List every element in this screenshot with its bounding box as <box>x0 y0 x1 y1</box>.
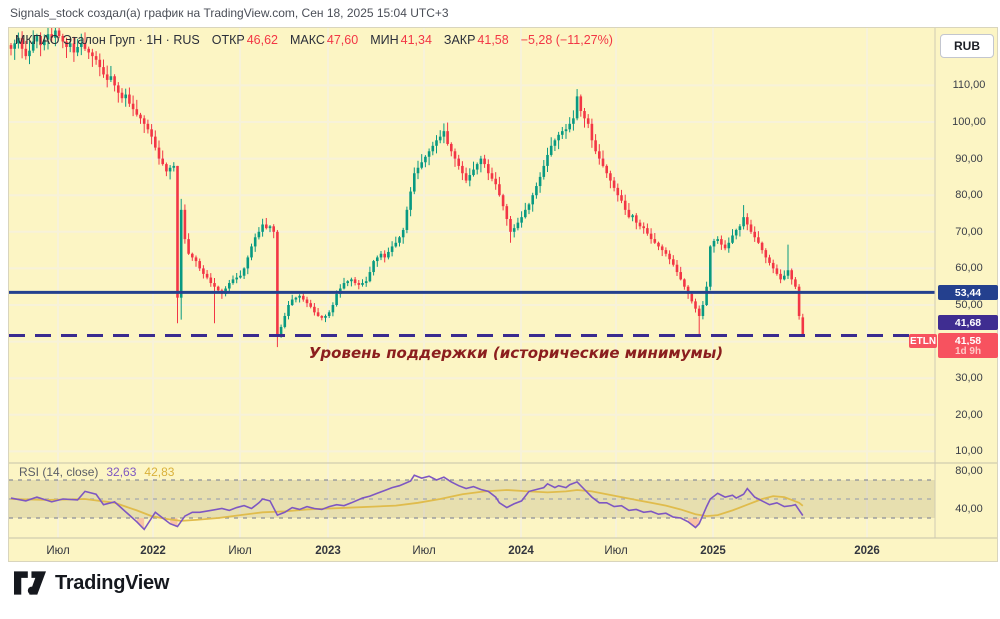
symbol-legend[interactable]: МКПАО Эталон Груп · 1Н · RUS ОТКР 46,62 М… <box>15 33 613 47</box>
candlestick-series[interactable] <box>9 28 805 348</box>
chart-area[interactable]: МКПАО Эталон Груп · 1Н · RUS ОТКР 46,62 М… <box>8 27 998 562</box>
rsi-indicator-legend[interactable]: RSI (14, close) 32,63 42,83 <box>19 465 174 479</box>
price-axis-label: 70,00 <box>955 225 983 238</box>
change-value: −5,28 (−11,27%) <box>520 33 613 47</box>
time-axis-label: 2025 <box>700 545 726 557</box>
price-axis-label: 30,00 <box>955 372 983 385</box>
rsi-title: RSI (14, close) <box>19 465 99 479</box>
price-axis-label: 10,00 <box>955 445 983 458</box>
time-axis-label: 2023 <box>315 545 341 557</box>
symbol-title: МКПАО Эталон Груп · 1Н · RUS <box>15 33 200 47</box>
price-axis-label: 90,00 <box>955 152 983 165</box>
currency-toggle-button[interactable]: RUB <box>940 34 994 58</box>
last-price-badge: 41,58 <box>938 333 998 348</box>
rsi-ma-value: 42,83 <box>144 465 175 479</box>
rsi-axis-label: 80,00 <box>955 464 983 477</box>
time-axis-label: Июл <box>412 545 436 557</box>
ohlc-close: ЗАКР 41,58 <box>443 33 509 47</box>
price-axis-label: 60,00 <box>955 262 983 275</box>
time-axis-label: Июл <box>604 545 628 557</box>
price-axis-label: 50,00 <box>955 299 983 311</box>
price-axis-label: 80,00 <box>955 189 983 202</box>
support-level-annotation[interactable]: Уровень поддержки (исторические минимумы… <box>308 344 724 362</box>
snapshot-attribution: Signals_stock создал(а) график на Tradin… <box>10 6 449 20</box>
purple-level-price-badge: 41,68 <box>938 315 998 330</box>
time-axis-label: Июл <box>46 545 70 557</box>
bar-countdown-badge: 1d 9h <box>938 345 998 358</box>
rsi-oversold-fill <box>688 518 700 528</box>
time-axis-label: 2022 <box>140 545 166 557</box>
tradingview-footer[interactable]: TradingView <box>14 570 169 596</box>
blue-level-price-badge: 53,44 <box>938 285 998 300</box>
time-axis-label: 2026 <box>854 545 880 557</box>
price-axis-label: 20,00 <box>955 408 983 421</box>
rsi-ma-line[interactable] <box>10 489 804 522</box>
time-axis-label: Июл <box>228 545 252 557</box>
price-axis-label: 100,00 <box>952 116 986 128</box>
rsi-value: 32,63 <box>106 465 137 479</box>
symbol-tag-badge: ETLN <box>909 334 937 348</box>
rsi-line[interactable] <box>10 474 804 531</box>
rsi-axis-label: 40,00 <box>955 502 983 515</box>
price-axis-label: 110,00 <box>952 79 986 92</box>
tradingview-wordmark: TradingView <box>55 571 170 594</box>
time-axis-label: 2024 <box>508 545 534 557</box>
chart-canvas[interactable] <box>9 28 997 561</box>
ohlc-open: ОТКР 46,62 <box>211 33 278 47</box>
ohlc-low: МИН 41,34 <box>370 33 432 47</box>
ohlc-high: МАКС 47,60 <box>289 33 359 47</box>
tradingview-logo-icon <box>14 571 46 595</box>
